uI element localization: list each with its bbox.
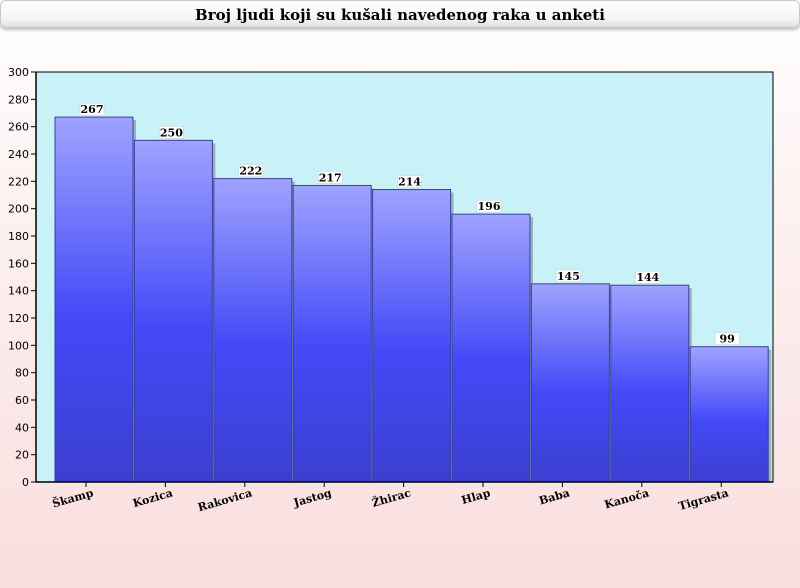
chart-title: Broj ljudi koji su kušali navedenog raka… [195, 6, 605, 24]
bar-7 [610, 284, 690, 483]
y-tick-label: 120 [8, 312, 29, 325]
x-tick-label: Rakovica [196, 486, 253, 514]
data-label-bg [397, 175, 422, 188]
data-label-bg [317, 171, 343, 184]
bar-5 [451, 213, 531, 483]
x-tick-label: Tigrasta [677, 486, 730, 513]
bar-1 [133, 139, 213, 483]
data-label: 222 [239, 165, 262, 178]
y-tick-label: 300 [8, 66, 29, 79]
data-label: 144 [636, 271, 659, 284]
data-label: 214 [398, 176, 421, 189]
data-label-bg [556, 269, 581, 283]
data-label-bg [635, 270, 661, 284]
bar-6 [530, 283, 610, 483]
data-label-bg [159, 126, 184, 139]
y-tick-label: 220 [8, 175, 29, 188]
y-tick-label: 80 [15, 367, 29, 380]
data-label-bg [714, 332, 740, 345]
x-tick-label: Kanoča [603, 486, 651, 511]
bar-4 [372, 189, 452, 483]
y-tick-label: 280 [8, 93, 29, 106]
data-label: 99 [720, 333, 735, 346]
x-tick-label: Škamp [51, 485, 96, 510]
bar-2 [213, 178, 293, 483]
y-axis: 0 20 40 60 80 100 120 140 160 180 200 220 240 260 280 3… [8, 66, 37, 489]
x-tick-label: Baba [538, 486, 572, 507]
data-label: 145 [557, 270, 580, 283]
bar-8 [689, 346, 769, 483]
y-tick-label: 40 [15, 421, 29, 434]
bars-layer [54, 116, 772, 483]
bar-3 [292, 184, 372, 483]
chart-title-bar: Broj ljudi koji su kušali navedenog raka… [0, 0, 800, 28]
y-tick-label: 60 [15, 394, 29, 407]
data-label: 196 [478, 200, 501, 213]
y-tick-label: 0 [22, 476, 29, 489]
y-tick-label: 260 [8, 121, 29, 134]
y-tick-label: 200 [8, 203, 29, 216]
data-label: 217 [319, 171, 342, 184]
bar-0 [54, 116, 134, 483]
value-labels: 267 250 222 217 214 196 145 144 99 [79, 102, 740, 346]
y-tick-label: 20 [15, 449, 29, 462]
data-label-bg [238, 164, 264, 177]
x-tick-label: Jastog [291, 486, 333, 510]
x-tick-label: Hlap [460, 486, 492, 507]
x-tick-label: Kozica [131, 486, 174, 510]
data-label: 267 [81, 103, 104, 116]
y-tick-label: 140 [8, 285, 29, 298]
x-axis: Škamp Kozica Rakovica Jastog Žhirac Hlap Baba K… [36, 481, 773, 514]
y-tick-label: 180 [8, 230, 29, 243]
y-tick-label: 240 [8, 148, 29, 161]
data-label: 250 [160, 126, 183, 139]
y-tick-label: 100 [8, 339, 29, 352]
x-tick-label: Žhirac [370, 485, 412, 510]
data-label-bg [476, 199, 502, 213]
y-tick-label: 160 [8, 257, 29, 270]
data-label-bg [79, 102, 105, 116]
